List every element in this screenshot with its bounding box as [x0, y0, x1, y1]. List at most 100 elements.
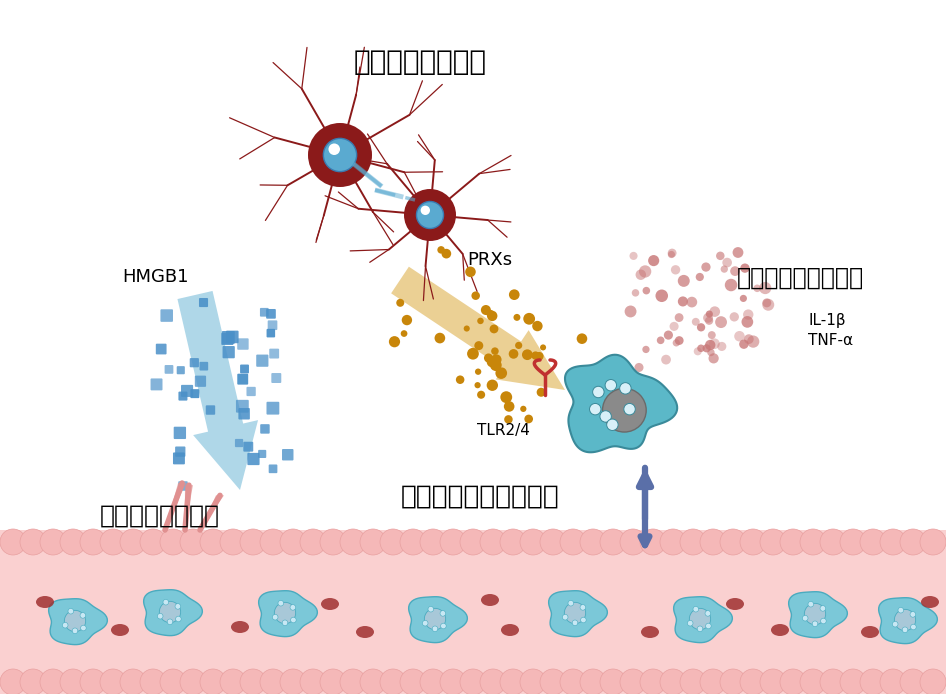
FancyBboxPatch shape — [156, 344, 166, 355]
Circle shape — [380, 529, 406, 555]
Circle shape — [475, 382, 481, 388]
Ellipse shape — [321, 598, 339, 610]
Polygon shape — [165, 483, 186, 530]
Circle shape — [300, 529, 326, 555]
Circle shape — [709, 353, 719, 364]
FancyBboxPatch shape — [181, 385, 193, 397]
Circle shape — [820, 606, 826, 611]
Circle shape — [402, 315, 412, 325]
Circle shape — [700, 669, 726, 694]
Circle shape — [140, 529, 166, 555]
FancyBboxPatch shape — [205, 405, 215, 415]
Circle shape — [678, 296, 688, 307]
Ellipse shape — [481, 594, 499, 606]
Circle shape — [580, 604, 586, 610]
Circle shape — [240, 529, 266, 555]
Circle shape — [860, 529, 886, 555]
FancyBboxPatch shape — [200, 362, 208, 371]
FancyBboxPatch shape — [235, 439, 243, 447]
Circle shape — [120, 669, 146, 694]
Circle shape — [515, 342, 522, 349]
Circle shape — [509, 349, 518, 359]
Circle shape — [524, 414, 533, 423]
Circle shape — [220, 669, 246, 694]
Circle shape — [680, 529, 706, 555]
Circle shape — [657, 337, 664, 344]
Circle shape — [742, 316, 753, 328]
Circle shape — [747, 335, 760, 348]
Circle shape — [720, 669, 746, 694]
Circle shape — [490, 359, 501, 371]
Circle shape — [900, 529, 926, 555]
Circle shape — [400, 529, 426, 555]
FancyBboxPatch shape — [222, 331, 235, 344]
Circle shape — [160, 669, 186, 694]
Circle shape — [100, 529, 126, 555]
Circle shape — [320, 529, 346, 555]
FancyBboxPatch shape — [266, 309, 276, 319]
Circle shape — [804, 603, 826, 625]
Circle shape — [200, 529, 226, 555]
Circle shape — [920, 669, 946, 694]
FancyBboxPatch shape — [268, 321, 277, 330]
Circle shape — [328, 144, 340, 155]
FancyBboxPatch shape — [267, 402, 279, 414]
Circle shape — [687, 297, 697, 307]
Circle shape — [624, 305, 637, 317]
Circle shape — [167, 619, 173, 625]
FancyBboxPatch shape — [221, 333, 234, 345]
Circle shape — [475, 369, 482, 375]
Circle shape — [668, 248, 676, 257]
Circle shape — [380, 669, 406, 694]
Circle shape — [486, 380, 498, 391]
Circle shape — [910, 611, 916, 617]
Circle shape — [300, 669, 326, 694]
Circle shape — [840, 669, 866, 694]
FancyBboxPatch shape — [161, 310, 173, 322]
FancyBboxPatch shape — [179, 391, 187, 400]
FancyBboxPatch shape — [175, 446, 185, 457]
Circle shape — [159, 602, 181, 623]
FancyBboxPatch shape — [247, 453, 259, 465]
Circle shape — [620, 529, 646, 555]
Circle shape — [437, 246, 445, 253]
FancyBboxPatch shape — [195, 375, 206, 387]
Circle shape — [560, 529, 586, 555]
FancyBboxPatch shape — [272, 373, 281, 383]
Circle shape — [20, 529, 46, 555]
Ellipse shape — [356, 626, 374, 638]
Circle shape — [565, 602, 586, 624]
Circle shape — [661, 355, 671, 364]
Circle shape — [486, 310, 494, 318]
Circle shape — [600, 669, 626, 694]
Circle shape — [423, 620, 428, 626]
Circle shape — [456, 375, 464, 384]
Ellipse shape — [111, 624, 129, 636]
FancyBboxPatch shape — [258, 450, 266, 458]
Circle shape — [400, 669, 426, 694]
Circle shape — [509, 289, 519, 300]
Circle shape — [272, 614, 278, 620]
Circle shape — [623, 403, 636, 415]
Circle shape — [741, 264, 749, 273]
Circle shape — [260, 529, 286, 555]
Circle shape — [580, 529, 606, 555]
Circle shape — [440, 529, 466, 555]
Circle shape — [514, 314, 520, 321]
FancyBboxPatch shape — [190, 389, 200, 398]
Circle shape — [911, 624, 916, 629]
Circle shape — [581, 617, 587, 623]
Circle shape — [520, 669, 546, 694]
Circle shape — [708, 331, 716, 339]
Circle shape — [140, 669, 166, 694]
FancyBboxPatch shape — [256, 355, 269, 367]
Circle shape — [720, 529, 746, 555]
Circle shape — [800, 529, 826, 555]
Circle shape — [701, 262, 710, 271]
Ellipse shape — [921, 596, 939, 608]
FancyBboxPatch shape — [260, 424, 270, 434]
Circle shape — [532, 351, 539, 359]
FancyBboxPatch shape — [238, 408, 250, 419]
Circle shape — [892, 621, 898, 627]
Circle shape — [900, 669, 926, 694]
